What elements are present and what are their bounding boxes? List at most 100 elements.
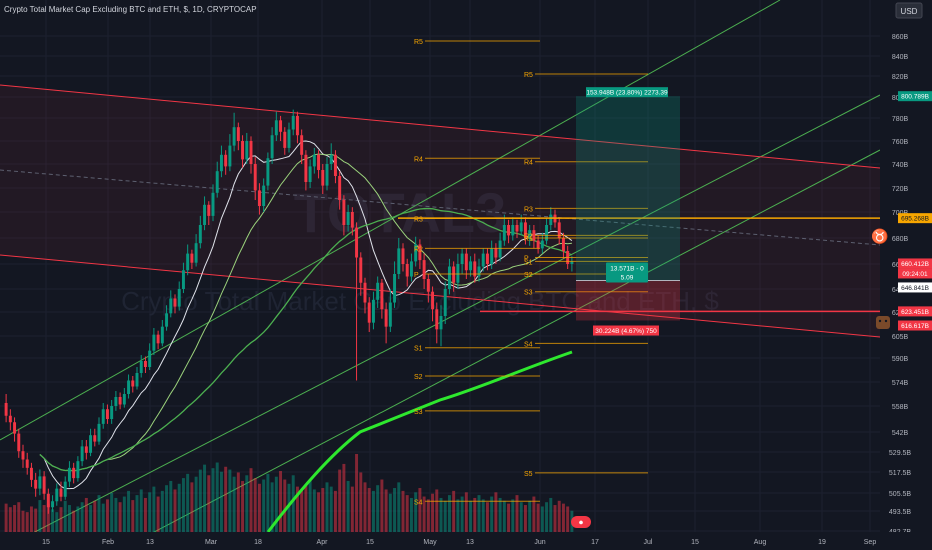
currency-button[interactable]: USD — [895, 2, 923, 19]
candle-body — [532, 230, 536, 241]
candle-body — [498, 240, 502, 258]
candle-body — [143, 361, 147, 367]
time-axis-background[interactable] — [0, 532, 932, 550]
time-axis-label: Feb — [102, 539, 114, 546]
price-axis-label: 517.5B — [889, 470, 912, 477]
time-axis-label: Aug — [754, 539, 767, 546]
volume-bar — [473, 497, 477, 532]
candle-body — [473, 261, 477, 277]
candle-body — [67, 467, 71, 482]
volume-bar — [139, 489, 143, 532]
candle-body — [409, 261, 413, 277]
candle-body — [101, 409, 105, 424]
stop-zone — [576, 280, 680, 321]
bear-icon — [876, 316, 890, 329]
candle-body — [384, 309, 388, 327]
pivot-label-left: R3 — [414, 217, 423, 224]
price-axis-label: 493.5B — [889, 509, 912, 516]
volume-bar — [80, 502, 84, 532]
volume-bar — [236, 472, 240, 532]
volume-bar — [515, 495, 519, 532]
volume-bar — [355, 454, 359, 532]
time-axis-label: Apr — [317, 539, 329, 546]
volume-bar — [274, 476, 278, 532]
candle-body — [274, 120, 278, 136]
volume-bar — [148, 492, 152, 532]
volume-bar — [245, 475, 249, 532]
volume-bar — [317, 492, 321, 532]
volume-bar — [346, 480, 350, 532]
replay-icon[interactable]: ⏺ — [571, 516, 591, 528]
volume-bar — [371, 490, 375, 532]
candle-body — [224, 154, 228, 167]
candle-body — [502, 225, 506, 241]
volume-bar — [55, 512, 59, 532]
time-axis-label: 18 — [254, 539, 262, 546]
candle-body — [452, 266, 456, 283]
volume-bar — [477, 495, 481, 532]
price-tag-bg — [898, 91, 932, 102]
price-tag-bg — [898, 268, 932, 279]
candle-body — [388, 302, 392, 327]
candle-body — [148, 350, 152, 367]
volume-bar — [447, 495, 451, 532]
volume-bar — [540, 506, 544, 532]
candle-body — [219, 154, 223, 172]
red-channel-upper — [0, 84, 881, 169]
candle-body — [523, 222, 527, 238]
volume-bar — [338, 469, 342, 532]
price-axis-label: 558B — [892, 404, 909, 411]
volume-bar — [114, 497, 118, 532]
volume-bar — [198, 469, 202, 532]
volume-bar — [300, 490, 304, 532]
candle-body — [401, 248, 405, 264]
volume-bar — [215, 462, 219, 532]
candle-body — [317, 154, 321, 170]
horizontal-lines[interactable] — [398, 217, 880, 313]
volume-bar — [207, 475, 211, 532]
volume-bar — [325, 482, 329, 532]
volume-bar — [257, 483, 261, 532]
position-tool[interactable]: 153.948B (23.80%) 2273.39 30.224B (4.67%)… — [576, 87, 680, 336]
pivot-label-left: S2 — [414, 374, 423, 381]
candle-body — [367, 302, 371, 323]
candle-body — [4, 403, 8, 416]
candle-body — [397, 248, 401, 274]
candle-body — [333, 154, 337, 176]
volume-bar — [34, 508, 38, 532]
volume-bar — [279, 471, 283, 532]
pivot-label-right: R3 — [524, 206, 533, 213]
red-channel-lower — [0, 254, 881, 338]
candle-body — [350, 212, 354, 228]
candle-body — [291, 115, 295, 130]
candle-body — [110, 406, 114, 419]
time-axis[interactable]: 15 Feb 13 Mar 18 Apr 15 May 13 Jun 17 Jul 15 Aug 19 Sep — [42, 539, 876, 546]
time-axis-label: 13 — [466, 539, 474, 546]
candle-body — [84, 446, 88, 453]
volume-bar — [532, 496, 536, 532]
candle-body — [186, 253, 190, 271]
candle-body — [207, 204, 211, 216]
volume-bar — [431, 493, 435, 532]
candle-body — [456, 264, 460, 283]
volume-bar — [291, 475, 295, 532]
volume-bar — [528, 500, 532, 532]
time-axis-label: Jul — [644, 539, 653, 546]
volume-bar — [405, 495, 409, 532]
volume-bar — [122, 496, 126, 532]
volume-bar — [388, 493, 392, 532]
candle-body — [262, 185, 266, 206]
candle-body — [169, 298, 173, 314]
candle-body — [38, 476, 42, 489]
candle-body — [181, 270, 185, 289]
candle-body — [139, 361, 143, 373]
volume-bar — [181, 478, 185, 532]
candle-body — [557, 222, 561, 238]
volume-bar — [422, 496, 426, 532]
candle-body — [25, 459, 29, 468]
time-axis-label: Jun — [534, 539, 545, 546]
candle-body — [325, 164, 329, 186]
candle-body — [122, 394, 126, 405]
candle-body — [203, 204, 207, 225]
